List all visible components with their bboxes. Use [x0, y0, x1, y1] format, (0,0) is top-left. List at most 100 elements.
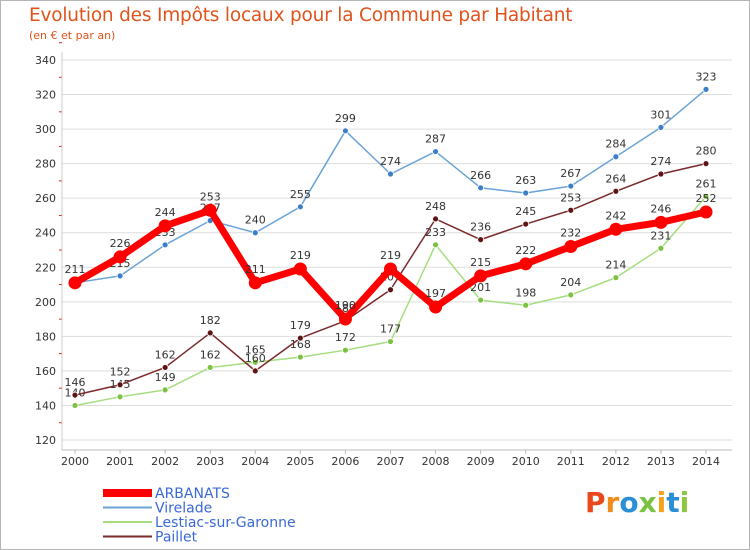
legend-label: Paillet: [155, 530, 198, 546]
data-label-arbanats: 215: [470, 256, 491, 269]
data-point-virelade: [161, 241, 169, 249]
data-label-paillet: 236: [470, 221, 491, 234]
data-label-lestiac-sur-garonne: 149: [155, 371, 176, 384]
y-tick-label: 300: [35, 123, 56, 136]
data-label-lestiac-sur-garonne: 231: [650, 229, 671, 242]
logo-letter: o: [619, 486, 639, 519]
data-point-virelade: [296, 203, 304, 211]
data-label-paillet: 162: [155, 348, 176, 361]
x-tick-label: 2005: [286, 455, 314, 468]
data-label-arbanats: 190: [335, 299, 356, 312]
x-tick-label: 2008: [422, 455, 450, 468]
logo-letter: i: [679, 486, 690, 519]
data-label-arbanats: 219: [290, 249, 311, 262]
chart-title: Evolution des Impôts locaux pour la Comm…: [29, 5, 573, 26]
data-label-lestiac-sur-garonne: 261: [696, 177, 717, 190]
y-tick-label: 160: [35, 365, 56, 378]
data-point-paillet: [477, 236, 485, 244]
x-tick-label: 2013: [647, 455, 675, 468]
legend-label: ARBANATS: [155, 486, 230, 502]
data-label-paillet: 264: [605, 172, 626, 185]
data-point-virelade: [657, 123, 665, 131]
legend-item-lestiac-sur-garonne: Lestiac-sur-Garonne: [103, 515, 296, 531]
data-point-arbanats: [293, 262, 307, 276]
y-tick-label: 280: [35, 158, 56, 171]
data-point-paillet: [116, 381, 124, 389]
data-point-arbanats: [654, 215, 668, 229]
y-tick-label: 120: [35, 434, 56, 447]
data-label-paillet: 146: [65, 376, 86, 389]
x-tick-label: 2011: [557, 455, 585, 468]
data-point-paillet: [567, 206, 575, 214]
data-label-paillet: 160: [245, 352, 266, 365]
data-point-lestiac-sur-garonne: [342, 346, 349, 354]
data-point-arbanats: [609, 222, 623, 236]
data-label-paillet: 152: [110, 366, 131, 379]
data-label-virelade: 255: [290, 188, 311, 201]
logo-letter: P: [585, 486, 606, 519]
data-point-paillet: [296, 334, 304, 342]
x-tick-label: 2009: [467, 455, 495, 468]
x-tick-label: 2002: [151, 455, 179, 468]
data-point-paillet: [206, 329, 214, 337]
data-point-lestiac-sur-garonne: [161, 386, 169, 394]
data-point-paillet: [251, 367, 259, 375]
logo-letter: t: [666, 486, 680, 519]
data-label-arbanats: 222: [515, 244, 536, 257]
data-point-lestiac-sur-garonne: [522, 301, 530, 309]
data-point-arbanats: [564, 240, 578, 254]
data-point-virelade: [342, 127, 349, 135]
data-label-lestiac-sur-garonne: 204: [560, 276, 581, 289]
data-label-lestiac-sur-garonne: 165: [245, 343, 266, 356]
data-label-virelade: 299: [335, 112, 356, 125]
data-label-arbanats: 252: [696, 192, 717, 205]
data-point-virelade: [477, 184, 485, 192]
data-point-lestiac-sur-garonne: [296, 353, 304, 361]
data-point-lestiac-sur-garonne: [206, 364, 214, 371]
data-point-arbanats: [68, 276, 82, 290]
data-point-paillet: [161, 364, 169, 371]
data-point-arbanats: [474, 269, 488, 283]
series-arbanats: 211 226 244 253 211 219 190 219 197 215 222 232 242 2…: [65, 190, 717, 326]
data-point-arbanats: [158, 219, 172, 233]
series-paillet: 1461521621821601791892072482362452532642…: [65, 145, 717, 399]
data-point-paillet: [387, 286, 394, 294]
x-tick-label: 2001: [106, 455, 134, 468]
data-label-paillet: 245: [515, 205, 536, 218]
y-tick-label: 180: [35, 330, 56, 343]
y-tick-label: 320: [35, 89, 56, 102]
data-label-lestiac-sur-garonne: 177: [380, 323, 401, 336]
x-tick-label: 2014: [692, 455, 720, 468]
data-label-arbanats: 253: [200, 190, 221, 203]
data-label-virelade: 323: [696, 70, 717, 83]
data-point-lestiac-sur-garonne: [567, 291, 575, 299]
data-label-virelade: 284: [605, 138, 626, 151]
data-point-arbanats: [248, 276, 262, 290]
legend-label: Virelade: [155, 501, 212, 517]
y-tick-label: 340: [35, 54, 56, 67]
x-tick-label: 2006: [331, 455, 359, 468]
data-point-paillet: [71, 391, 79, 399]
data-point-virelade: [432, 148, 439, 155]
data-label-lestiac-sur-garonne: 214: [605, 259, 626, 272]
data-label-paillet: 248: [425, 200, 446, 213]
data-label-lestiac-sur-garonne: 201: [470, 281, 491, 294]
data-label-arbanats: 246: [650, 202, 671, 215]
data-point-virelade: [567, 182, 575, 190]
data-label-paillet: 253: [560, 191, 581, 204]
data-label-lestiac-sur-garonne: 162: [200, 348, 221, 361]
x-tick-label: 2004: [241, 455, 269, 468]
data-point-virelade: [387, 170, 394, 178]
data-point-paillet: [657, 170, 665, 178]
data-point-lestiac-sur-garonne: [657, 244, 665, 252]
series-lestiac-sur-garonne: 1401451491621651681721772332011982042142…: [65, 177, 717, 409]
data-label-arbanats: 197: [425, 287, 446, 300]
x-tick-label: 2000: [61, 455, 89, 468]
data-point-virelade: [702, 85, 710, 93]
logo-letter: i: [656, 486, 667, 519]
data-point-lestiac-sur-garonne: [702, 193, 710, 200]
data-point-lestiac-sur-garonne: [432, 241, 439, 249]
x-tick-label: 2012: [602, 455, 630, 468]
data-point-lestiac-sur-garonne: [387, 338, 394, 345]
